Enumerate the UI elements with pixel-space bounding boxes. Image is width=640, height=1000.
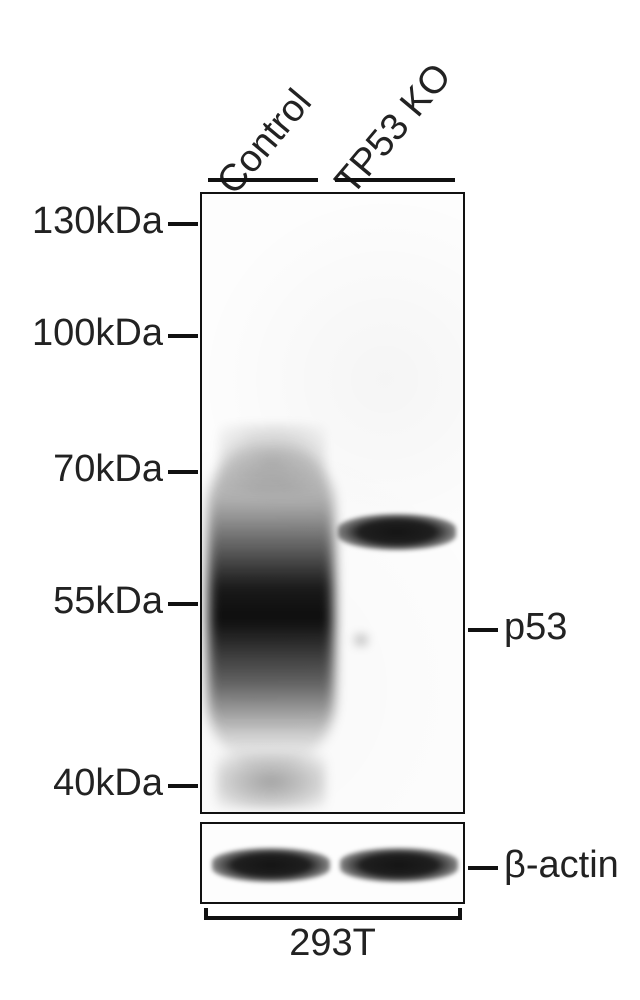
- mw-marker-tick: [168, 222, 198, 226]
- mw-text: 130kDa: [32, 200, 163, 242]
- protein-label-actin: β-actin: [504, 844, 619, 887]
- right-label-tick: [468, 866, 498, 870]
- mw-marker-label: 40kDa: [8, 762, 163, 805]
- mw-marker-tick: [168, 602, 198, 606]
- band-ko-nonspecific: [338, 514, 456, 550]
- mw-marker-label: 100kDa: [8, 312, 163, 355]
- western-blot-figure: Control TP53 KO 130kDa 100kDa 70kDa 55kD…: [0, 0, 640, 1000]
- mw-marker-label: 70kDa: [8, 448, 163, 491]
- cell-line-text: 293T: [289, 922, 376, 964]
- mw-marker-tick: [168, 334, 198, 338]
- band-actin-control: [212, 848, 330, 882]
- band-actin-ko: [340, 848, 458, 882]
- mw-marker-label: 55kDa: [8, 580, 163, 623]
- mw-text: 100kDa: [32, 312, 163, 354]
- right-label-text: p53: [504, 606, 567, 648]
- blot-panel-actin: [200, 822, 465, 904]
- mw-marker-tick: [168, 784, 198, 788]
- mw-text: 40kDa: [53, 762, 163, 804]
- band-control-upper-haze: [218, 424, 326, 494]
- lane-underline: [335, 178, 455, 182]
- blot-panel-p53: [200, 192, 465, 814]
- mw-marker-tick: [168, 470, 198, 474]
- right-label-tick: [468, 628, 498, 632]
- band-speck: [354, 634, 368, 646]
- bottom-bracket: [204, 916, 462, 920]
- mw-text: 70kDa: [53, 448, 163, 490]
- protein-label-p53: p53: [504, 606, 567, 649]
- cell-line-label: 293T: [200, 922, 465, 965]
- mw-text: 55kDa: [53, 580, 163, 622]
- right-label-text: β-actin: [504, 844, 619, 886]
- mw-marker-label: 130kDa: [8, 200, 163, 243]
- bottom-bracket-leg: [458, 908, 462, 918]
- band-control-lower-faint: [216, 754, 326, 809]
- lane-label-text: Control: [209, 82, 320, 203]
- lane-underline: [208, 178, 318, 182]
- lane-label-control: Control: [209, 82, 321, 203]
